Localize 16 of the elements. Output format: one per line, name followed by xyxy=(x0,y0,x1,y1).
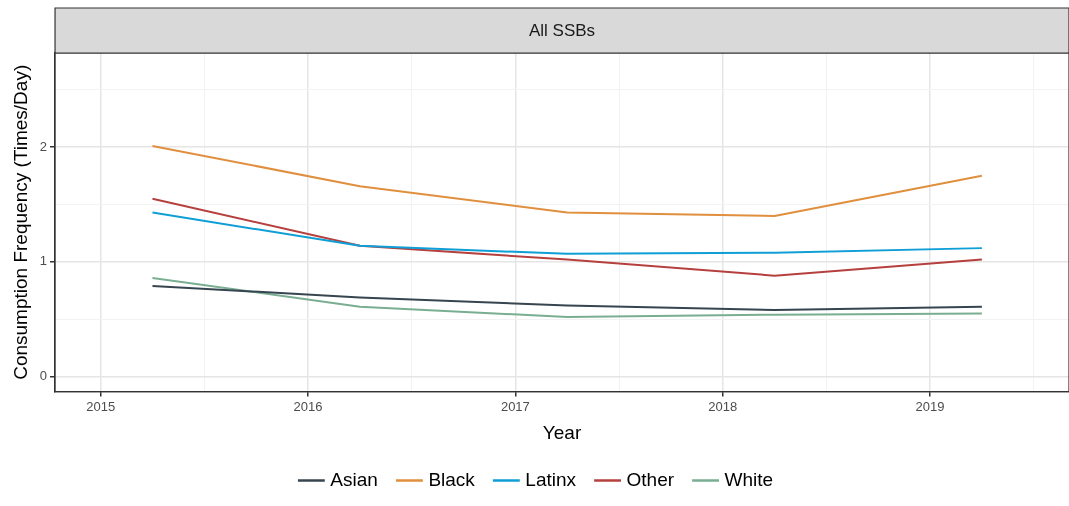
legend-label: Latinx xyxy=(525,468,577,490)
x-axis-title: Year xyxy=(542,421,582,443)
chart-title: All SSBs xyxy=(528,20,596,40)
x-tick-label: 2017 xyxy=(500,398,530,414)
legend-label: Other xyxy=(626,468,675,490)
legend-label: White xyxy=(724,468,774,490)
x-tick-label: 2019 xyxy=(915,398,945,414)
x-tick-label: 2018 xyxy=(708,398,738,414)
y-tick-label: 2 xyxy=(39,138,48,154)
y-tick-label: 1 xyxy=(39,253,48,269)
y-axis-title: Consumption Frequency (Times/Day) xyxy=(9,64,31,380)
x-tick-label: 2015 xyxy=(86,398,116,414)
legend-label: Black xyxy=(428,468,476,490)
y-tick-label: 0 xyxy=(39,368,48,384)
legend-label: Asian xyxy=(330,468,378,490)
x-tick-label: 2016 xyxy=(293,398,323,414)
